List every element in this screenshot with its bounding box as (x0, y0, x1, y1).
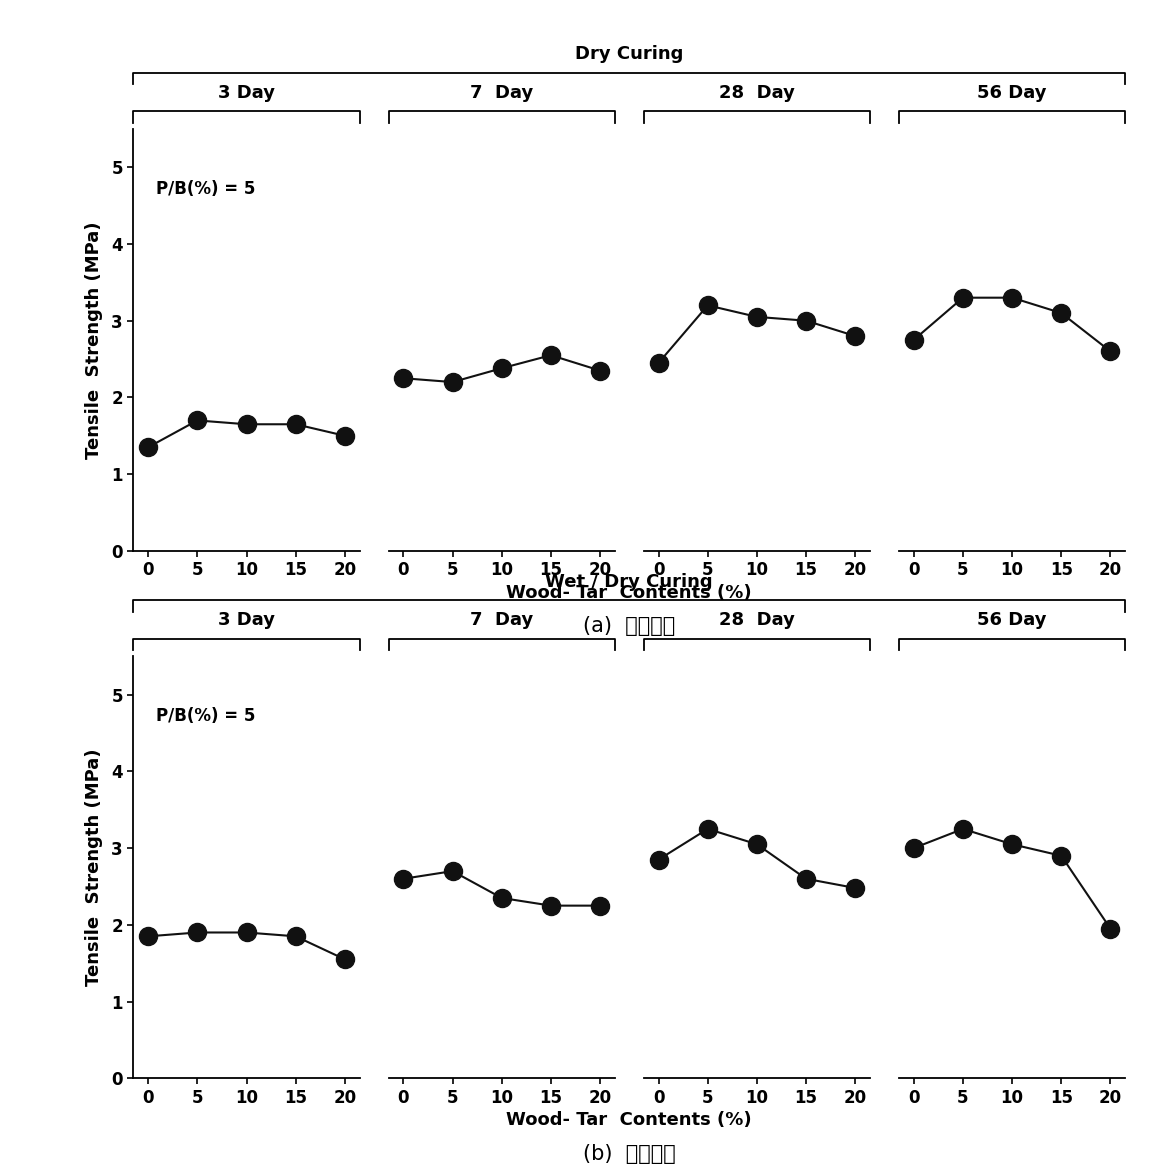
Text: Wood- Tar  Contents (%): Wood- Tar Contents (%) (507, 584, 752, 601)
Text: P/B(%) = 5: P/B(%) = 5 (155, 179, 255, 198)
Text: 56 Day: 56 Day (978, 612, 1046, 629)
Y-axis label: Tensile  Strength (MPa): Tensile Strength (MPa) (85, 749, 103, 986)
Text: Wet / Dry Curing: Wet / Dry Curing (545, 573, 713, 591)
Text: 28  Day: 28 Day (719, 612, 795, 629)
Text: 28  Day: 28 Day (719, 84, 795, 102)
Text: 7  Day: 7 Day (470, 84, 534, 102)
Text: Wood- Tar  Contents (%): Wood- Tar Contents (%) (507, 1111, 752, 1129)
Text: 3 Day: 3 Day (218, 612, 275, 629)
Text: Dry Curing: Dry Curing (575, 46, 683, 63)
Y-axis label: Tensile  Strength (MPa): Tensile Strength (MPa) (85, 222, 103, 458)
Text: (b)  습윤양생: (b) 습윤양생 (583, 1144, 675, 1164)
Text: 7  Day: 7 Day (470, 612, 534, 629)
Text: (a)  기중양생: (a) 기중양생 (583, 616, 675, 636)
Text: 56 Day: 56 Day (978, 84, 1046, 102)
Text: 3 Day: 3 Day (218, 84, 275, 102)
Text: P/B(%) = 5: P/B(%) = 5 (155, 707, 255, 725)
